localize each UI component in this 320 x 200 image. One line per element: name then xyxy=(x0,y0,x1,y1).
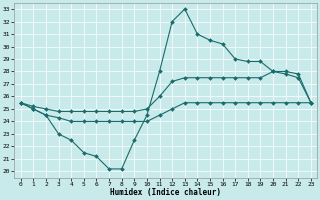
X-axis label: Humidex (Indice chaleur): Humidex (Indice chaleur) xyxy=(110,188,221,197)
